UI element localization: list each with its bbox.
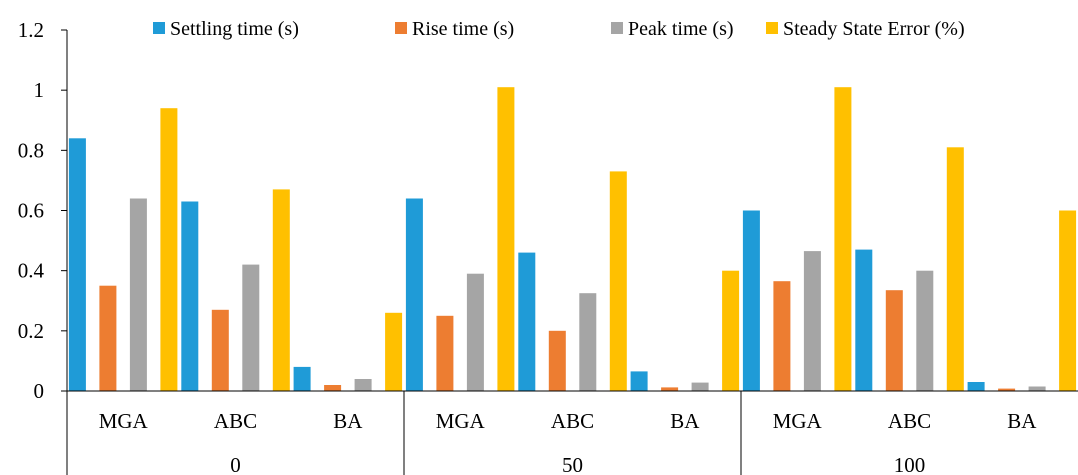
bar-2-3	[242, 264, 260, 391]
bar-1-1	[68, 138, 86, 391]
bar-9-3	[1028, 386, 1046, 391]
bar-7-2	[773, 281, 791, 391]
legend: Settling time (s) Rise time (s) Peak time …	[153, 18, 965, 40]
bars	[68, 87, 1077, 391]
bar-8-3	[916, 270, 934, 391]
bar-3-1	[293, 366, 311, 391]
legend-swatch-4	[766, 22, 778, 34]
legend-swatch-2	[395, 22, 407, 34]
category-label-9: BA	[1007, 409, 1037, 433]
category-label-8: ABC	[888, 409, 931, 433]
bar-6-4	[722, 270, 740, 391]
bar-4-2	[436, 315, 454, 391]
legend-swatch-1	[153, 22, 165, 34]
bar-2-4	[272, 189, 290, 391]
bar-3-2	[324, 385, 342, 391]
bar-4-4	[497, 87, 515, 391]
bar-1-2	[99, 285, 117, 391]
legend-label-2: Rise time (s)	[412, 18, 514, 40]
category-label-6: BA	[670, 409, 700, 433]
bar-7-3	[803, 251, 821, 391]
category-label-7: MGA	[773, 409, 823, 433]
y-tick-label-1: 0.2	[18, 319, 44, 343]
bar-6-3	[691, 382, 709, 391]
category-label-4: MGA	[436, 409, 486, 433]
bar-8-1	[855, 249, 873, 391]
bar-5-4	[609, 171, 627, 391]
bar-2-1	[181, 201, 199, 391]
group-label-2: 50	[562, 453, 583, 475]
bar-6-2	[661, 387, 679, 391]
bar-5-1	[518, 252, 536, 391]
bar-5-2	[548, 330, 566, 391]
bar-9-4	[1059, 210, 1077, 391]
bar-8-4	[946, 147, 964, 391]
bar-7-4	[834, 87, 852, 391]
group-label-1: 0	[230, 453, 241, 475]
bar-1-3	[129, 198, 147, 391]
y-axis: 0 0.2 0.4 0.6 0.8 1 1.2	[18, 18, 68, 475]
bar-2-2	[211, 309, 229, 391]
legend-swatch-3	[611, 22, 623, 34]
bar-4-1	[405, 198, 423, 391]
y-tick-label-6: 1.2	[18, 18, 44, 42]
y-tick-label-5: 1	[34, 78, 45, 102]
legend-label-1: Settling time (s)	[170, 18, 299, 40]
bar-3-3	[354, 379, 372, 391]
legend-label-4: Steady State Error (%)	[783, 18, 965, 40]
category-label-3: BA	[333, 409, 363, 433]
category-label-1: MGA	[99, 409, 149, 433]
y-tick-label-4: 0.8	[18, 138, 44, 162]
bar-7-1	[742, 210, 760, 391]
y-tick-label-0: 0	[34, 379, 45, 403]
y-tick-label-2: 0.4	[18, 259, 45, 283]
category-label-2: ABC	[214, 409, 257, 433]
bar-3-4	[385, 312, 403, 391]
bar-9-1	[967, 382, 985, 391]
x-axis: MGA ABC BA MGA ABC BA MGA ABC BA 0 50 100	[67, 390, 1078, 475]
bar-4-3	[466, 273, 484, 391]
bar-5-3	[579, 293, 597, 391]
bar-8-2	[885, 290, 903, 391]
bar-6-1	[630, 371, 648, 391]
category-label-5: ABC	[551, 409, 594, 433]
legend-label-3: Peak time (s)	[628, 18, 734, 40]
y-tick-label-3: 0.6	[18, 199, 44, 223]
bar-1-4	[160, 108, 178, 391]
bar-9-2	[998, 388, 1016, 391]
group-label-3: 100	[894, 453, 926, 475]
